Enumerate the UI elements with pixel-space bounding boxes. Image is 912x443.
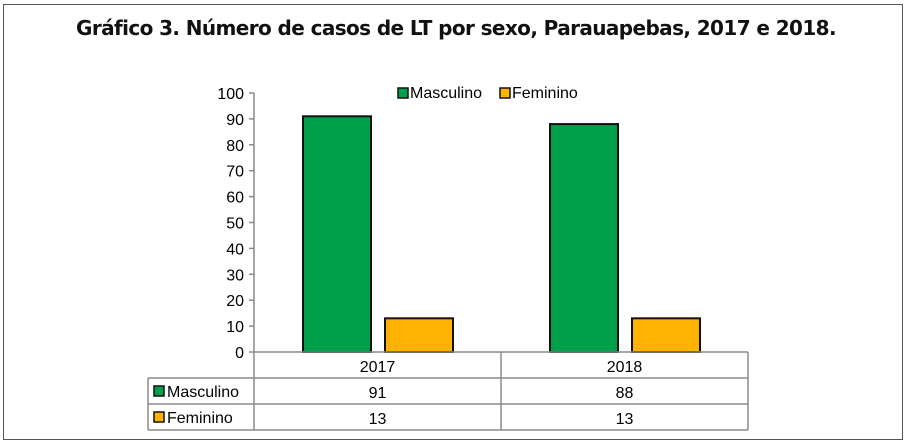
table-row-label-masculino: Masculino <box>167 384 239 401</box>
y-tick-label: 100 <box>217 86 244 103</box>
y-tick-label: 70 <box>226 164 244 181</box>
legend-swatch-masculino <box>397 87 409 99</box>
data-label-feminino-2017: 13 <box>369 411 387 428</box>
bar-masculino-2018 <box>549 123 619 353</box>
legend-swatch-feminino <box>499 87 511 99</box>
chart-title: Gráfico 3. Número de casos de LT por sex… <box>76 16 837 40</box>
bar-feminino-2018 <box>631 317 701 353</box>
bar-masculino-2017 <box>302 115 372 353</box>
table-row-label-feminino: Feminino <box>167 410 233 427</box>
bar-feminino-2017 <box>384 317 454 353</box>
chart-frame <box>3 4 903 440</box>
data-label-feminino-2018: 13 <box>616 411 634 428</box>
table-legend-swatch-masculino <box>153 385 165 397</box>
y-tick-label: 10 <box>226 319 244 336</box>
y-tick-label: 40 <box>226 241 244 258</box>
y-tick-label: 30 <box>226 267 244 284</box>
x-tick-label: 2018 <box>607 359 643 376</box>
y-tick-label: 0 <box>235 345 244 362</box>
table-legend-swatch-feminino <box>153 411 165 423</box>
x-tick-label: 2017 <box>360 359 396 376</box>
y-tick-label: 90 <box>226 112 244 129</box>
legend-label-feminino: Feminino <box>512 85 578 102</box>
y-tick-label: 80 <box>226 138 244 155</box>
y-tick-label: 50 <box>226 216 244 233</box>
y-tick-label: 60 <box>226 190 244 207</box>
data-label-masculino-2017: 91 <box>369 385 387 402</box>
data-label-masculino-2018: 88 <box>616 385 634 402</box>
legend-label-masculino: Masculino <box>410 85 482 102</box>
y-tick-label: 20 <box>226 293 244 310</box>
